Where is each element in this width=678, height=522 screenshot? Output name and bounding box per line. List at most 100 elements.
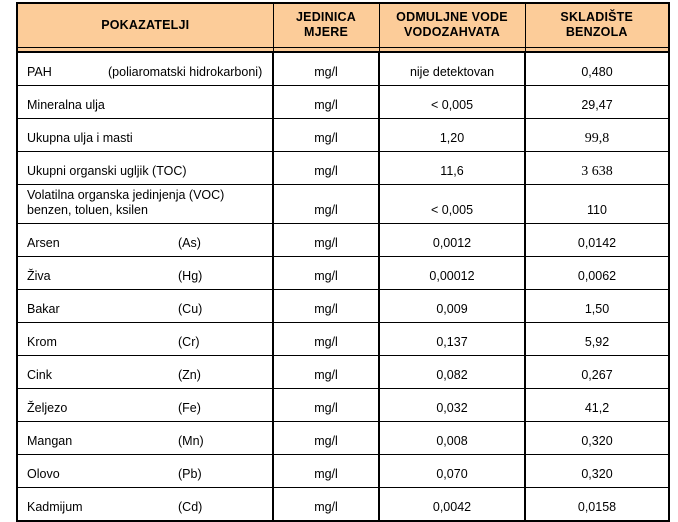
cell-indicator: Živa (Hg) (16, 255, 274, 290)
indicator-multiline: Volatilna organska jedinjenja (VOC) benze… (27, 187, 266, 219)
header-separator-cell (524, 47, 670, 53)
table-row: Arsen (As) mg/l 0,0012 0,0142 (16, 222, 670, 257)
cell-store-value: 41,2 (524, 387, 670, 422)
cell-unit: mg/l (272, 486, 380, 522)
table-row: Olovo (Pb) mg/l 0,070 0,320 (16, 453, 670, 488)
indicator-name: Ukupna ulja i masti (27, 131, 133, 146)
cell-unit: mg/l (272, 85, 380, 119)
table-row: Cink (Zn) mg/l 0,082 0,267 (16, 354, 670, 389)
indicator-name: Živa (27, 268, 51, 283)
column-header-indicator-label: POKAZATELJI (101, 17, 190, 32)
cell-indicator: Krom (Cr) (16, 321, 274, 356)
indicator-symbol: (Mn) (178, 433, 204, 448)
cell-store-value: 0,0158 (524, 486, 670, 522)
cell-indicator: Ukupni organski ugljik (TOC) (16, 151, 274, 185)
table-row: Volatilna organska jedinjenja (VOC) benze… (16, 184, 670, 224)
cell-unit: mg/l (272, 354, 380, 389)
column-header-intake: ODMULJNE VODE VODOZAHVATA (378, 2, 526, 48)
indicator-name: Olovo (27, 466, 60, 481)
cell-unit: mg/l (272, 184, 380, 224)
column-header-intake-line1: ODMULJNE VODE (396, 10, 508, 25)
cell-intake-value: 0,009 (378, 288, 526, 323)
indicator-symbol: (Cu) (178, 301, 203, 316)
cell-indicator: Volatilna organska jedinjenja (VOC) benze… (16, 184, 274, 224)
cell-store-value: 29,47 (524, 85, 670, 119)
column-header-unit: JEDINICA MJERE (272, 2, 380, 48)
indicator-symbol: (Zn) (178, 367, 201, 382)
cell-intake-value: 0,082 (378, 354, 526, 389)
indicator-name: Mineralna ulja (27, 98, 105, 113)
table-row: Krom (Cr) mg/l 0,137 5,92 (16, 321, 670, 356)
cell-store-value: 5,92 (524, 321, 670, 356)
indicator-symbol: (poliaromatski hidrokarboni) (108, 65, 263, 80)
column-header-unit-line1: JEDINICA (296, 10, 356, 25)
cell-intake-value: 0,0012 (378, 222, 526, 257)
cell-intake-value: 11,6 (378, 151, 526, 185)
cell-intake-value: 1,20 (378, 118, 526, 152)
cell-unit: mg/l (272, 387, 380, 422)
cell-store-value: 1,50 (524, 288, 670, 323)
store-value-text: 99,8 (584, 130, 610, 146)
cell-indicator: Kadmijum (Cd) (16, 486, 274, 522)
cell-intake-value: nije detektovan (378, 51, 526, 86)
cell-unit: mg/l (272, 51, 380, 86)
indicator-name: Mangan (27, 433, 73, 448)
indicator-name: Željezo (27, 400, 68, 415)
column-header-store: SKLADIŠTE BENZOLA (524, 2, 670, 48)
table-header-row: POKAZATELJI JEDINICA MJERE ODMULJNE VODE… (16, 2, 670, 48)
table-header: POKAZATELJI JEDINICA MJERE ODMULJNE VODE… (16, 2, 670, 53)
indicator-name: Kadmijum (27, 499, 83, 514)
column-header-indicator: POKAZATELJI (16, 2, 274, 48)
cell-store-value: 0,480 (524, 51, 670, 86)
table-row: Živa (Hg) mg/l 0,00012 0,0062 (16, 255, 670, 290)
table-row: Željezo (Fe) mg/l 0,032 41,2 (16, 387, 670, 422)
cell-store-value: 0,320 (524, 420, 670, 455)
table-header-separator (16, 47, 670, 53)
cell-intake-value: 0,137 (378, 321, 526, 356)
cell-intake-value: < 0,005 (378, 85, 526, 119)
indicator-symbol: (Cd) (178, 499, 203, 514)
indicator-name: Cink (27, 367, 53, 382)
indicator-name: Volatilna organska jedinjenja (VOC) (27, 188, 225, 202)
cell-store-value: 0,320 (524, 453, 670, 488)
cell-unit: mg/l (272, 222, 380, 257)
water-quality-table: POKAZATELJI JEDINICA MJERE ODMULJNE VODE… (16, 2, 670, 522)
cell-unit: mg/l (272, 453, 380, 488)
indicator-name-line2: benzen, toluen, ksilen (27, 203, 148, 218)
cell-indicator: PAH (poliaromatski hidrokarboni) (16, 51, 274, 86)
cell-unit: mg/l (272, 118, 380, 152)
cell-unit: mg/l (272, 255, 380, 290)
indicator-symbol: (Cr) (178, 334, 200, 349)
indicator-symbol: (Hg) (178, 268, 203, 283)
cell-unit: mg/l (272, 420, 380, 455)
indicator-name: Bakar (27, 301, 60, 316)
cell-indicator: Mangan (Mn) (16, 420, 274, 455)
column-header-store-line1: SKLADIŠTE (560, 10, 634, 25)
cell-indicator: Bakar (Cu) (16, 288, 274, 323)
cell-intake-value: 0,070 (378, 453, 526, 488)
table-row: Mineralna ulja mg/l < 0,005 29,47 (16, 85, 670, 119)
column-header-intake-line2: VODOZAHVATA (404, 25, 500, 39)
column-header-store-line2: BENZOLA (565, 25, 628, 39)
cell-intake-value: < 0,005 (378, 184, 526, 224)
cell-store-value: 0,267 (524, 354, 670, 389)
indicator-symbol: (As) (178, 235, 201, 250)
cell-intake-value: 0,032 (378, 387, 526, 422)
cell-unit: mg/l (272, 321, 380, 356)
store-value-text: 3 638 (581, 163, 613, 179)
cell-store-value: 3 638 (524, 151, 670, 185)
cell-indicator: Mineralna ulja (16, 85, 274, 119)
table-row: Ukupni organski ugljik (TOC) mg/l 11,6 3 63… (16, 151, 670, 185)
indicator-name: PAH (27, 65, 52, 80)
indicator-symbol: (Pb) (178, 466, 202, 481)
column-header-unit-line2: MJERE (303, 25, 349, 39)
cell-store-value: 0,0142 (524, 222, 670, 257)
cell-store-value: 0,0062 (524, 255, 670, 290)
table-row: PAH (poliaromatski hidrokarboni) mg/l nije … (16, 51, 670, 86)
indicator-name: Ukupni organski ugljik (TOC) (27, 164, 187, 179)
cell-indicator: Arsen (As) (16, 222, 274, 257)
water-quality-table-container: POKAZATELJI JEDINICA MJERE ODMULJNE VODE… (16, 2, 670, 522)
cell-intake-value: 0,008 (378, 420, 526, 455)
cell-store-value: 110 (524, 184, 670, 224)
table-row: Mangan (Mn) mg/l 0,008 0,320 (16, 420, 670, 455)
